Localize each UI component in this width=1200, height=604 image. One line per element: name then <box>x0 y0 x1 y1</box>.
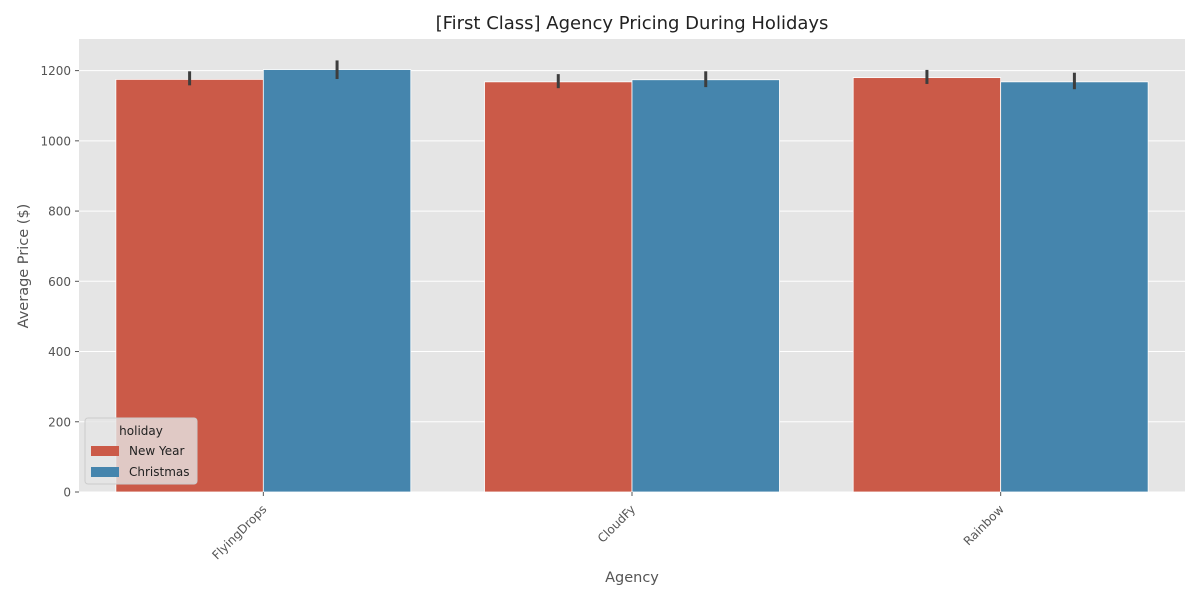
x-axis-ticks: FlyingDrops CloudFy Rainbow <box>209 492 1007 562</box>
bar-flyingdrops-christmas <box>262 69 412 493</box>
y-tick-label-0: 0 <box>63 486 71 500</box>
legend-label-christmas: Christmas <box>129 465 190 479</box>
x-tick-label-flyingdrops: FlyingDrops <box>209 502 269 562</box>
legend: holiday New Year Christmas <box>84 417 198 485</box>
legend-swatch-new-year <box>91 446 119 456</box>
legend-label-new-year: New Year <box>129 444 184 458</box>
y-tick-label-600: 600 <box>48 275 71 289</box>
legend-swatch-christmas <box>91 467 119 477</box>
x-tick-label-cloudfy: CloudFy <box>595 502 638 545</box>
y-tick-label-1000: 1000 <box>40 134 71 148</box>
y-axis-ticks: 0 200 400 600 800 1000 1200 <box>40 64 79 500</box>
error-bars <box>188 60 1076 90</box>
bar-cloudfy-christmas <box>631 79 780 493</box>
y-axis-label: Average Price ($) <box>16 204 32 329</box>
chart-title: [First Class] Agency Pricing During Holi… <box>436 13 829 34</box>
bars <box>115 69 1149 493</box>
y-tick-label-400: 400 <box>48 345 71 359</box>
x-tick-label-rainbow: Rainbow <box>961 502 1007 548</box>
bar-rainbow-new-year <box>852 77 1002 493</box>
legend-title: holiday <box>119 424 163 438</box>
x-axis-label: Agency <box>605 570 659 586</box>
y-tick-label-800: 800 <box>48 205 71 219</box>
bar-rainbow-christmas <box>1000 81 1149 493</box>
y-tick-label-1200: 1200 <box>40 64 71 78</box>
y-tick-label-200: 200 <box>48 415 71 429</box>
bar-cloudfy-new-year <box>484 81 633 493</box>
